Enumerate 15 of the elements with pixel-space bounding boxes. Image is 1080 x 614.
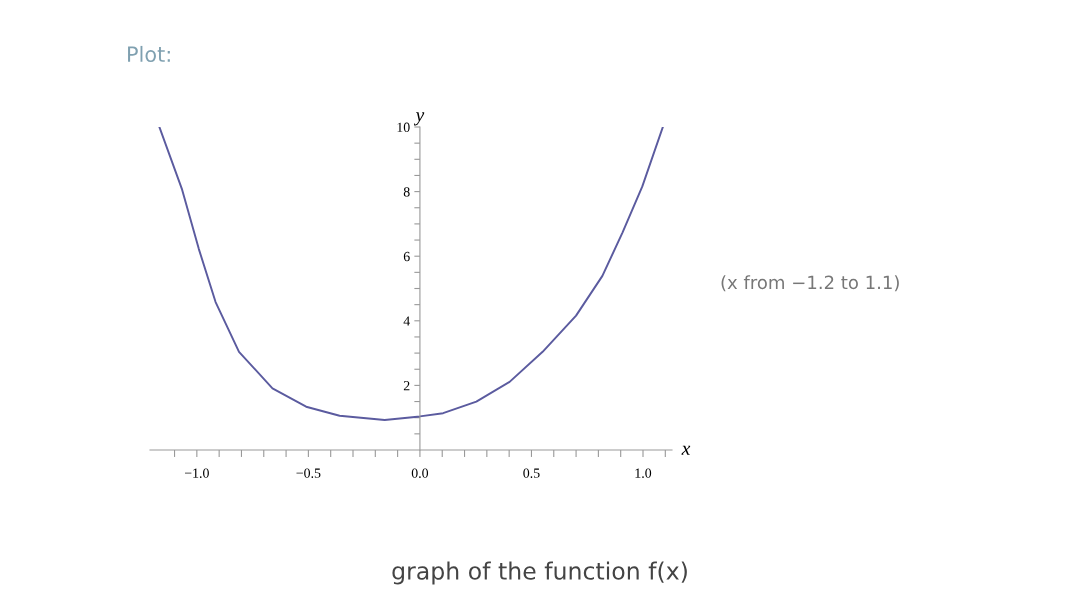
x-axis-title: x <box>681 445 691 455</box>
x-tick-label: 1.0 <box>635 468 652 478</box>
x-tick-label: 0.5 <box>523 468 540 478</box>
x-tick-label: −0.5 <box>296 468 321 478</box>
x-tick-label: 0.0 <box>411 468 429 478</box>
y-tick-label: 4 <box>403 316 410 326</box>
y-tick-label: 10 <box>397 122 410 132</box>
y-tick-label: 6 <box>403 251 410 262</box>
y-tick-label: 8 <box>403 187 410 197</box>
x-tick-label: −1.0 <box>184 468 209 478</box>
chart-title: Plot: <box>128 45 170 63</box>
text: (x from −1.2 to 1.1) <box>721 275 899 292</box>
y-axis-title: y <box>413 112 425 126</box>
text: graph of the function f(x) <box>392 561 687 585</box>
y-tick-label: 2 <box>403 381 410 391</box>
